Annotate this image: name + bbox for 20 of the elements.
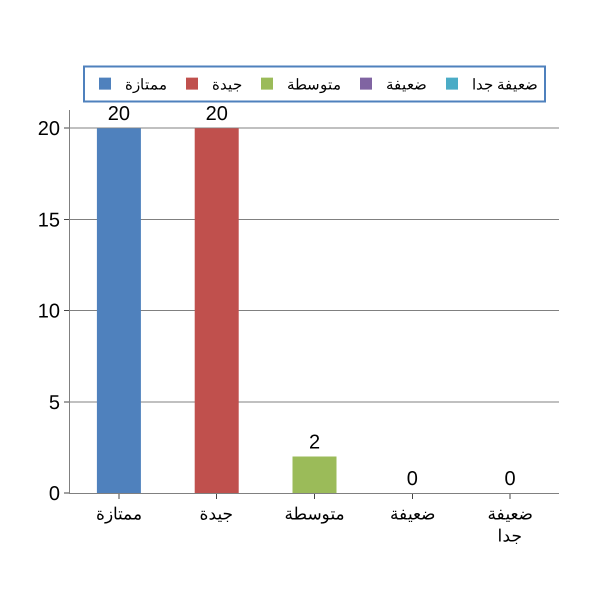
y-tick-label: 15 <box>38 209 60 232</box>
legend-label: ضعيفة <box>386 76 427 94</box>
y-tick-label: 10 <box>38 300 60 323</box>
x-tick-label: ضعيفة <box>390 504 435 524</box>
y-tick-label: 0 <box>48 483 60 505</box>
x-tick-label: ممتازة <box>96 504 142 524</box>
y-tick-label: 20 <box>38 118 60 140</box>
data-label: 20 <box>108 103 130 126</box>
data-label: 0 <box>406 468 418 490</box>
y-tick-label: 5 <box>48 392 60 414</box>
legend-label: متوسطة <box>287 76 341 94</box>
x-tick-label: متوسطة <box>284 504 344 524</box>
x-tick-label: جيدة <box>200 504 234 524</box>
legend-label: ضعيفة جدا <box>472 76 538 94</box>
data-label: 2 <box>308 432 320 454</box>
legend-label: جيدة <box>212 76 242 94</box>
data-label: 0 <box>504 468 516 490</box>
legend-label: ممتازة <box>125 76 167 94</box>
x-tick-label: ضعيفة جدا <box>488 504 533 546</box>
data-label: 20 <box>206 103 228 126</box>
